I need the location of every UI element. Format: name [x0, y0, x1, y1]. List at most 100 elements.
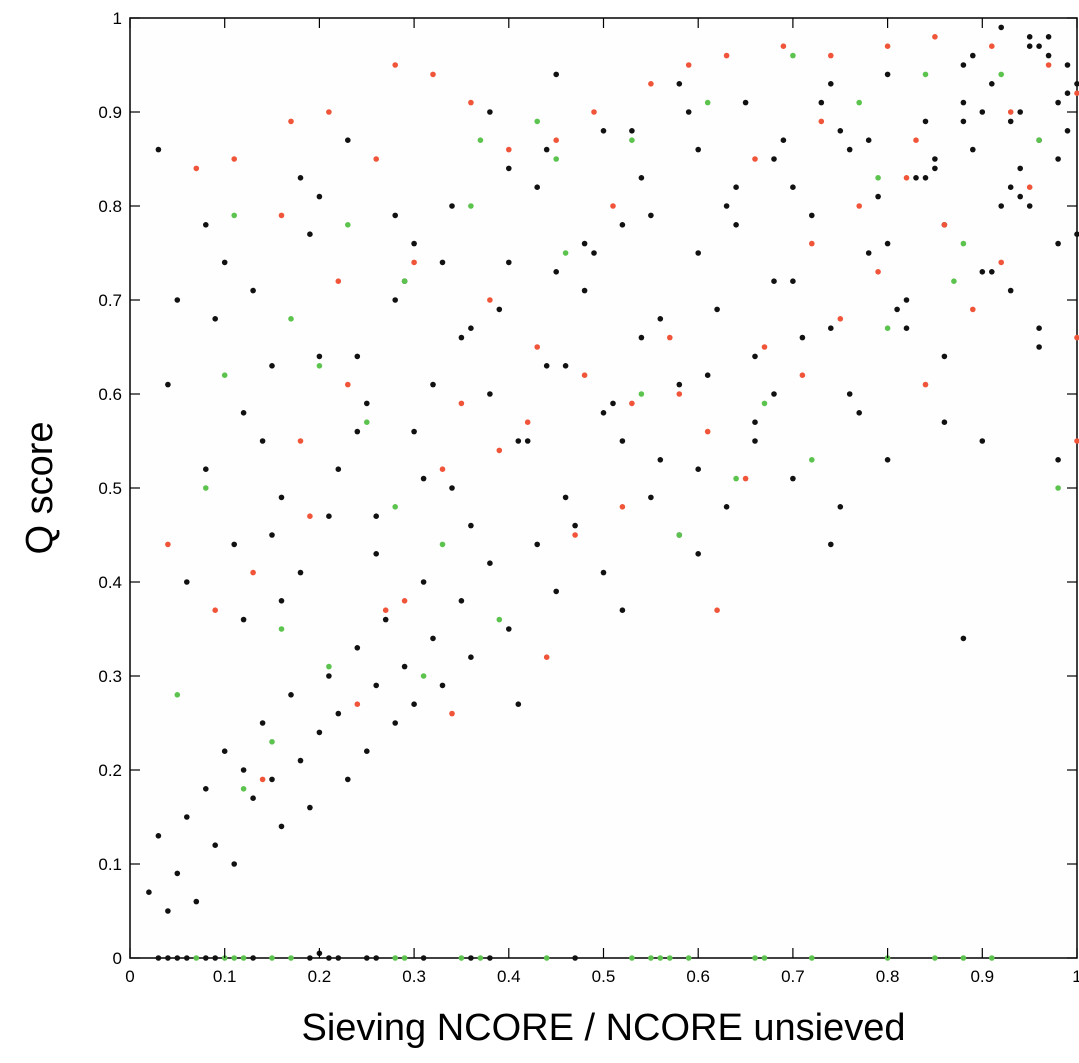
data-point — [288, 316, 294, 322]
data-point — [1007, 118, 1014, 125]
data-point — [837, 504, 844, 510]
data-point — [193, 165, 200, 172]
data-point — [231, 541, 237, 548]
data-point — [439, 466, 446, 473]
data-point — [856, 203, 862, 209]
data-point — [989, 81, 995, 87]
data-point — [250, 955, 256, 961]
data-point — [468, 325, 474, 332]
data-point — [240, 767, 247, 773]
data-point — [401, 598, 408, 604]
y-tick-label: 0.8 — [98, 197, 122, 216]
data-point — [941, 222, 948, 228]
data-point — [250, 795, 256, 801]
y-tick-label: 0.9 — [98, 103, 122, 122]
data-point — [761, 344, 768, 350]
data-point — [259, 776, 266, 783]
data-point — [1026, 184, 1033, 190]
data-point — [288, 692, 294, 698]
data-point — [667, 955, 673, 961]
data-point — [430, 71, 436, 78]
data-point — [553, 269, 559, 275]
data-point — [685, 62, 692, 68]
data-point — [828, 81, 834, 87]
data-point — [761, 400, 768, 407]
data-point — [496, 306, 503, 313]
data-point — [240, 616, 247, 623]
data-point — [382, 616, 389, 623]
data-point — [629, 400, 635, 407]
data-point — [468, 654, 474, 660]
data-point — [506, 259, 512, 266]
data-point — [581, 287, 588, 294]
data-point — [828, 541, 834, 548]
data-point — [184, 814, 190, 820]
data-point — [1036, 43, 1042, 49]
data-point — [449, 710, 455, 717]
data-point — [420, 475, 427, 482]
data-point — [1036, 325, 1042, 332]
data-point — [240, 955, 247, 961]
data-point — [1045, 52, 1052, 59]
data-point — [989, 43, 995, 49]
data-point — [856, 99, 862, 106]
data-point — [335, 278, 342, 285]
data-point — [335, 710, 342, 717]
data-point — [884, 457, 891, 463]
data-point — [212, 316, 218, 322]
data-point — [562, 250, 569, 256]
data-point — [1045, 62, 1052, 68]
data-point — [288, 955, 294, 961]
data-point — [439, 259, 446, 266]
data-point — [979, 269, 986, 275]
data-point — [884, 325, 891, 332]
data-point — [515, 438, 522, 444]
data-point — [1064, 128, 1071, 134]
data-point — [1026, 203, 1033, 209]
data-point — [411, 259, 417, 266]
data-point — [373, 682, 380, 689]
data-point — [960, 955, 967, 961]
data-point — [704, 428, 711, 435]
data-point — [619, 504, 626, 510]
data-point — [345, 381, 351, 388]
data-point — [259, 720, 266, 726]
data-point — [695, 551, 701, 557]
data-point — [373, 955, 380, 961]
data-point — [676, 81, 683, 87]
data-point — [581, 372, 588, 379]
data-point — [401, 278, 408, 285]
data-point — [165, 541, 171, 548]
data-point — [392, 504, 399, 510]
data-point — [572, 955, 578, 961]
data-point — [392, 212, 399, 219]
data-point — [278, 598, 285, 604]
data-point — [638, 175, 645, 181]
data-point — [534, 118, 540, 125]
data-point — [240, 410, 247, 416]
data-point — [704, 372, 711, 379]
data-point — [269, 739, 275, 745]
data-point — [174, 297, 181, 303]
y-tick-label: 0.5 — [98, 479, 122, 498]
data-point — [354, 645, 361, 651]
data-point — [1007, 287, 1014, 294]
data-point — [392, 297, 399, 303]
data-point — [979, 438, 986, 444]
data-point — [695, 146, 701, 153]
data-point — [316, 363, 323, 369]
data-point — [1017, 193, 1023, 200]
data-point — [818, 118, 825, 125]
data-point — [297, 757, 304, 764]
data-point — [354, 353, 361, 360]
data-point — [1064, 90, 1071, 96]
data-point — [401, 955, 408, 961]
data-point — [506, 626, 512, 632]
data-point — [316, 353, 323, 360]
data-point — [155, 833, 162, 839]
data-point — [543, 363, 550, 369]
data-point — [941, 353, 948, 360]
y-tick-label: 0.6 — [98, 385, 122, 404]
data-point — [345, 137, 351, 143]
